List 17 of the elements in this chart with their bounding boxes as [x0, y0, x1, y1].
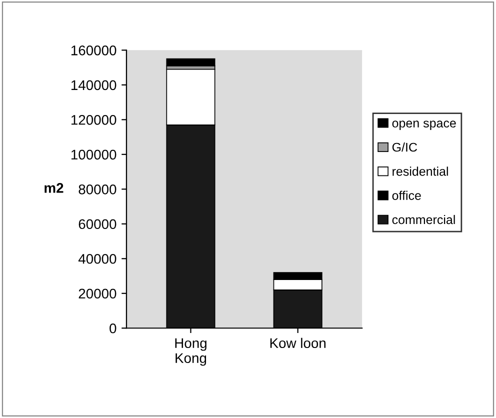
y-tick-label: 0	[110, 323, 116, 334]
legend-label: open space	[392, 120, 456, 130]
legend-label: G/IC	[392, 142, 418, 152]
legend-label: commercial	[392, 214, 455, 224]
y-tick-label: 20000	[78, 288, 116, 299]
y-tick-label: 120000	[71, 114, 116, 125]
x-tick-label: Kow loon	[270, 338, 326, 348]
y-tick-label: 160000	[71, 45, 116, 56]
y-tick-label: 100000	[71, 150, 116, 160]
x-tick-label: Hong Kong	[175, 338, 206, 366]
y-axis-title: m2	[44, 183, 64, 193]
legend-label: office	[392, 190, 421, 200]
legend-label: residential	[392, 166, 448, 176]
y-tick-label: 80000	[78, 184, 116, 194]
y-tick-label: 140000	[71, 80, 116, 90]
y-tick-label: 40000	[78, 254, 116, 264]
y-tick-label: 60000	[78, 219, 116, 230]
